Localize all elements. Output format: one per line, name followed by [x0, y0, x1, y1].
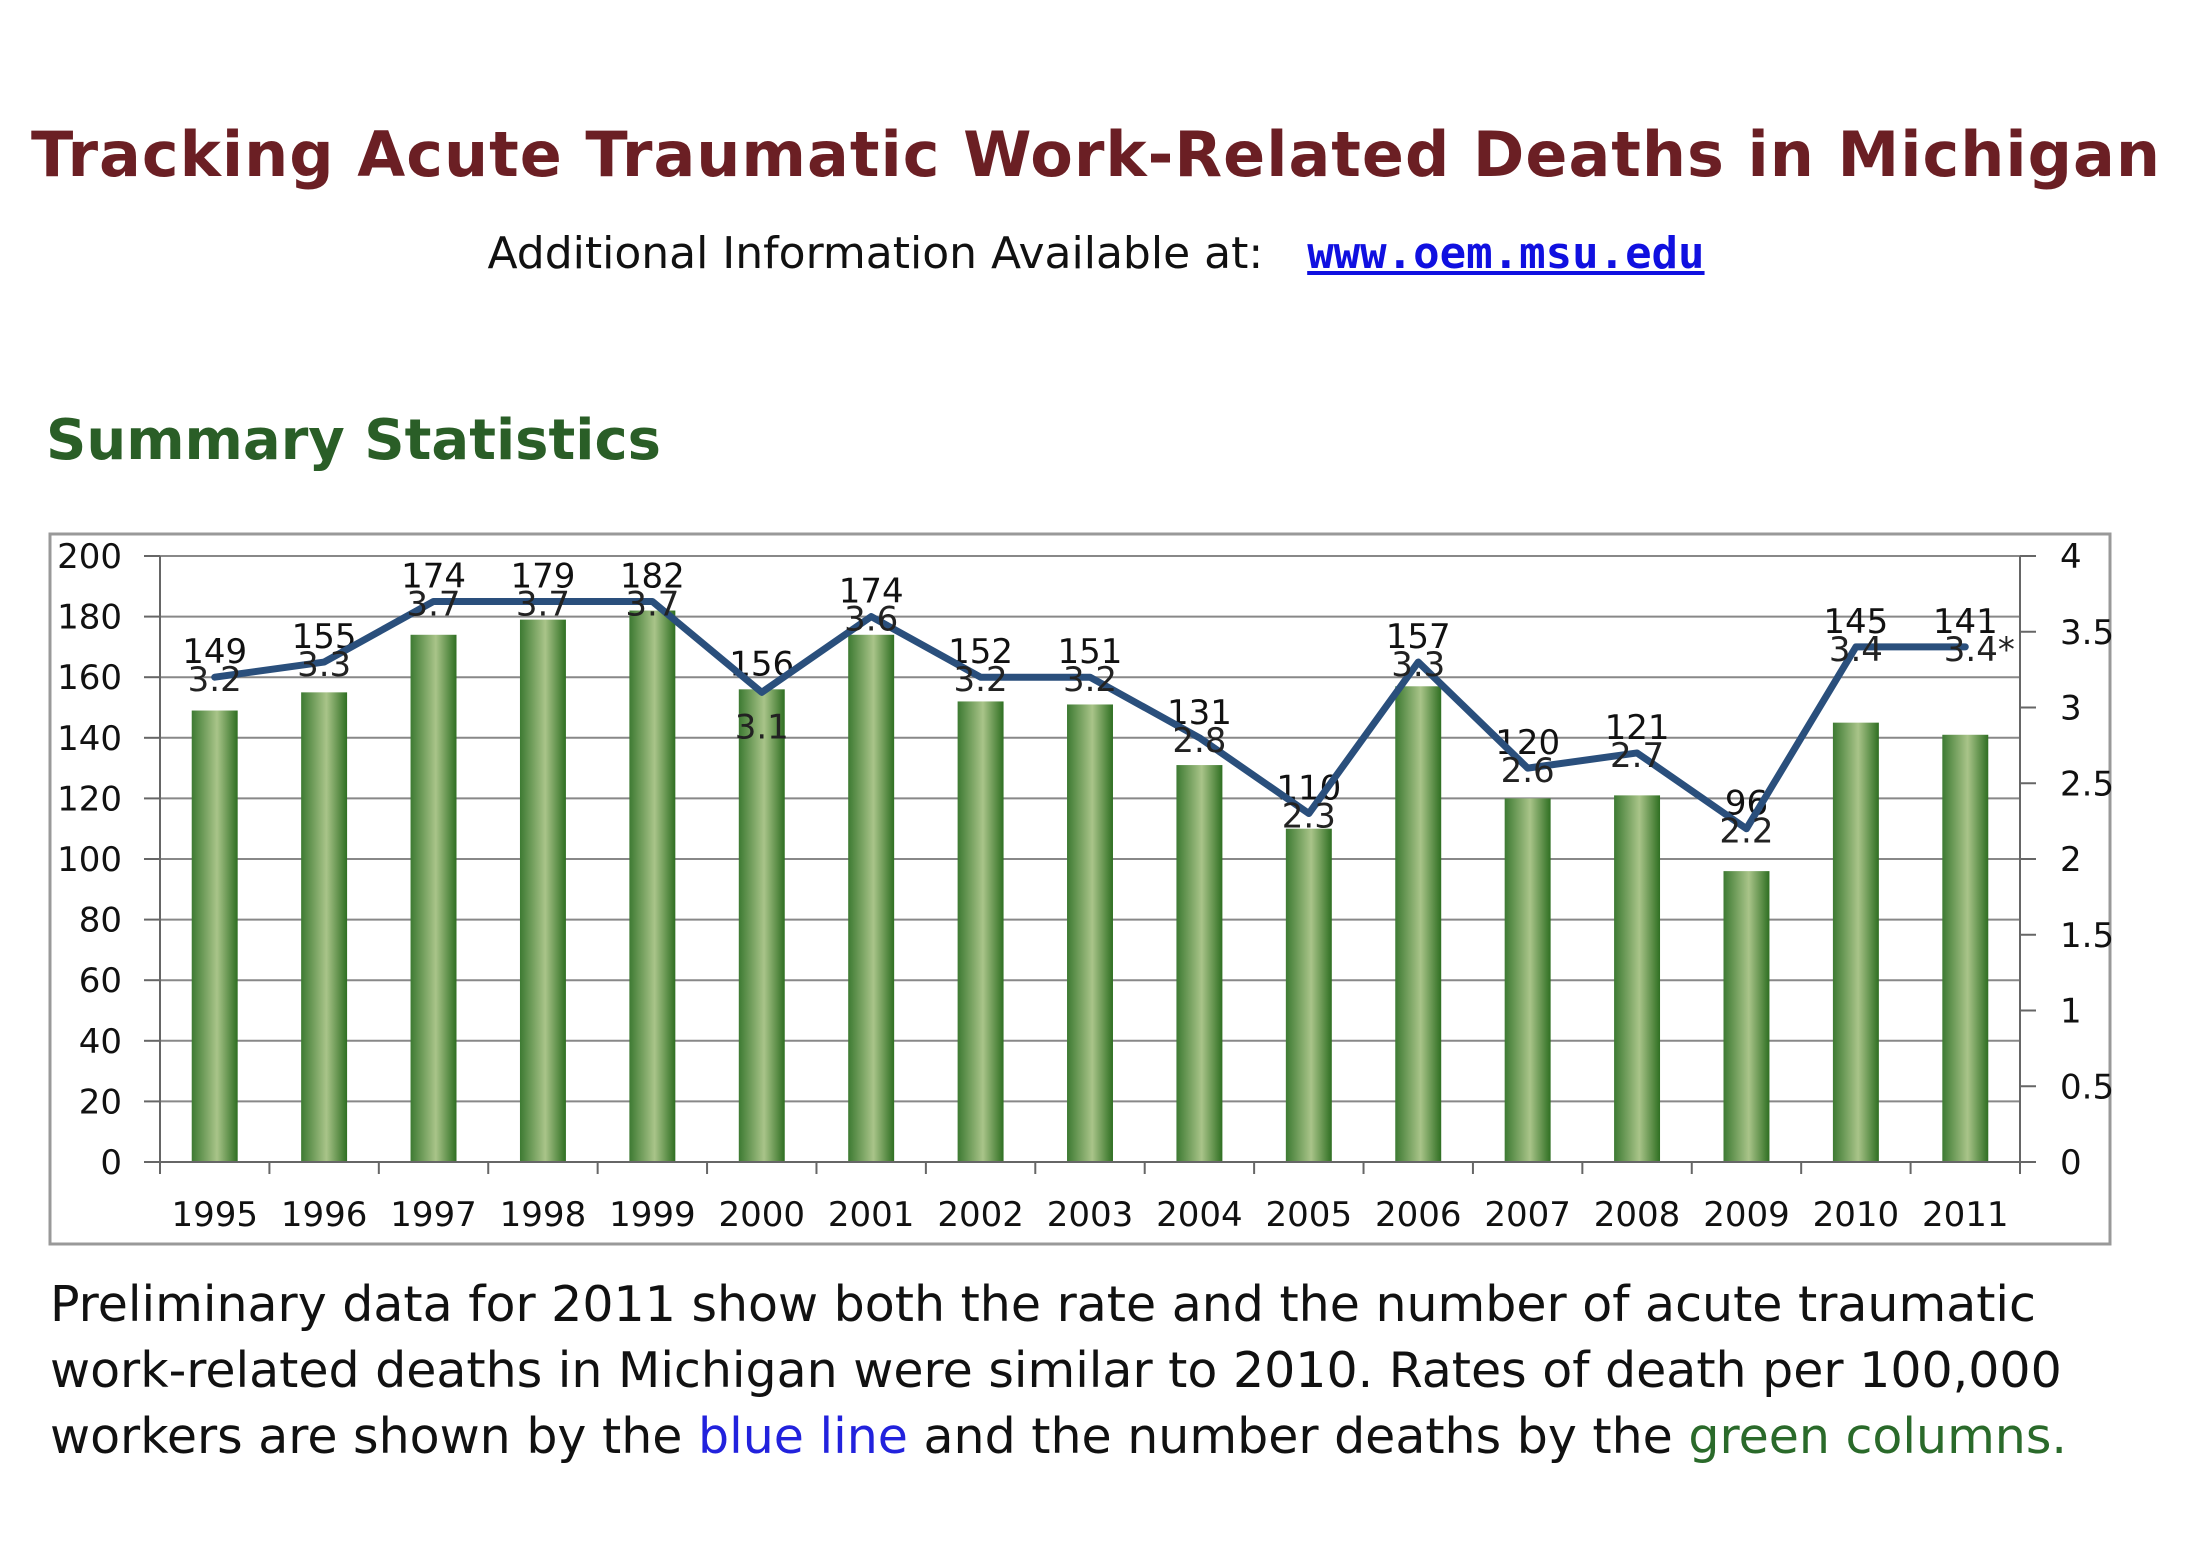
x-tick-label: 2005	[1266, 1195, 1353, 1235]
y-left-tick-label: 0	[100, 1143, 122, 1183]
x-tick-label: 2010	[1813, 1195, 1900, 1235]
bar-value-label: 179	[510, 556, 575, 596]
y-left-tick-label: 120	[57, 779, 122, 819]
line-value-labels: 3.2 3.3 3.7 3.7 3.7 3.1 3.6 3.2 3.2 2.8 2.3 3.3 2.6 2…	[188, 584, 2015, 851]
y-right-tick-label: 2.5	[2060, 764, 2114, 804]
y-left-tick-label: 60	[79, 961, 122, 1001]
x-tick-label: 1997	[390, 1195, 477, 1235]
x-tick-label: 2004	[1156, 1195, 1243, 1235]
y-right-tick-label: 3	[2060, 689, 2082, 729]
y-right-tick-label: 0.5	[2060, 1067, 2114, 1107]
x-tick-label: 1996	[281, 1195, 368, 1235]
bar	[1504, 798, 1551, 1162]
line-value-label: 3.6	[844, 600, 898, 640]
x-tick-label: 2006	[1375, 1195, 1462, 1235]
page-title: Tracking Acute Traumatic Work-Related De…	[31, 118, 2161, 191]
bar-series	[191, 610, 1989, 1162]
section-title: Summary Statistics	[46, 408, 661, 473]
bar	[1942, 734, 1989, 1162]
bar	[519, 619, 566, 1162]
bar	[1067, 704, 1113, 1162]
line-value-label: 3.7	[625, 584, 679, 624]
bar	[301, 692, 348, 1162]
caption: Preliminary data for 2011 show both the …	[50, 1272, 2160, 1470]
line-value-label: 3.4	[1829, 630, 1883, 670]
y-left-tick-label: 20	[79, 1082, 122, 1122]
x-tick-label: 2002	[937, 1195, 1024, 1235]
x-tick-label: 2007	[1484, 1195, 1571, 1235]
bar	[738, 689, 785, 1162]
line-value-label: 2.7	[1610, 736, 1664, 776]
y-left-tick-label: 140	[57, 719, 122, 759]
y-left-tick-label: 160	[57, 658, 122, 698]
bar-value-label: 174	[401, 556, 466, 596]
y-left-tick-label: 200	[57, 537, 122, 577]
bar	[848, 634, 895, 1162]
line-value-label: 3.2	[954, 660, 1008, 700]
bar-value-label: 182	[620, 556, 685, 596]
y-right-tick-label: 1	[2060, 992, 2082, 1032]
bar	[1395, 686, 1442, 1162]
line-value-label: 3.2	[1063, 660, 1117, 700]
axes: 02040608010012014016018020000.511.522.53…	[57, 537, 2114, 1235]
caption-green-columns: green columns.	[1688, 1408, 2067, 1465]
line-value-label: 2.6	[1501, 751, 1555, 791]
info-link[interactable]: www.oem.msu.edu	[1307, 228, 1705, 279]
y-right-tick-label: 4	[2060, 537, 2082, 577]
bar	[629, 610, 676, 1162]
line-value-label: 3.3	[297, 645, 351, 685]
x-tick-label: 2003	[1047, 1195, 1134, 1235]
bar-value-label: 174	[839, 572, 904, 612]
bar	[1176, 765, 1223, 1162]
bar-value-label: 149	[182, 632, 247, 672]
y-right-tick-label: 0	[2060, 1143, 2082, 1183]
caption-blue-line: blue line	[697, 1408, 908, 1465]
line-value-label: 2.2	[1719, 812, 1773, 852]
x-tick-label: 1999	[609, 1195, 696, 1235]
y-left-tick-label: 180	[57, 598, 122, 638]
bar	[1285, 828, 1332, 1162]
bar	[410, 634, 457, 1162]
line-value-label: 2.3	[1282, 797, 1336, 837]
line-value-label: 3.2	[188, 660, 242, 700]
y-left-tick-label: 80	[79, 901, 122, 941]
x-tick-label: 2011	[1922, 1195, 2009, 1235]
y-right-tick-label: 1.5	[2060, 916, 2114, 956]
info-line: Additional Information Available at: www.…	[0, 228, 2192, 279]
caption-text-1: Preliminary data for 2011 show both the …	[50, 1276, 2062, 1465]
bar-value-label: 151	[1058, 632, 1123, 672]
y-right-tick-label: 3.5	[2060, 613, 2114, 653]
bar	[1723, 871, 1770, 1162]
line-value-label: 3.1	[735, 707, 789, 747]
bar	[1832, 722, 1879, 1162]
info-label: Additional Information Available at:	[487, 228, 1264, 279]
line-value-label: 3.3	[1391, 645, 1445, 685]
line-value-label: 3.7	[406, 584, 460, 624]
line-value-label: 2.8	[1172, 721, 1226, 761]
x-tick-label: 2008	[1594, 1195, 1681, 1235]
line-value-label: 3.7	[516, 584, 570, 624]
line-series	[211, 597, 1969, 833]
y-left-tick-label: 100	[57, 840, 122, 880]
caption-text-2: and the number deaths by the	[907, 1408, 1689, 1465]
y-left-tick-label: 40	[79, 1022, 122, 1062]
bar	[191, 710, 238, 1162]
bar-value-label: 141	[1933, 602, 1998, 642]
line-value-label: 3.4*	[1944, 630, 2015, 670]
x-tick-label: 1995	[171, 1195, 258, 1235]
y-right-tick-label: 2	[2060, 840, 2082, 880]
bar	[957, 701, 1004, 1162]
bar-value-label: 157	[1386, 617, 1451, 657]
bar-value-label: 145	[1823, 602, 1888, 642]
bar-value-label: 121	[1605, 708, 1670, 748]
x-tick-label: 2001	[828, 1195, 915, 1235]
x-tick-label: 2009	[1703, 1195, 1790, 1235]
x-tick-label: 1998	[500, 1195, 587, 1235]
bar	[1614, 795, 1661, 1162]
x-tick-label: 2000	[718, 1195, 805, 1235]
